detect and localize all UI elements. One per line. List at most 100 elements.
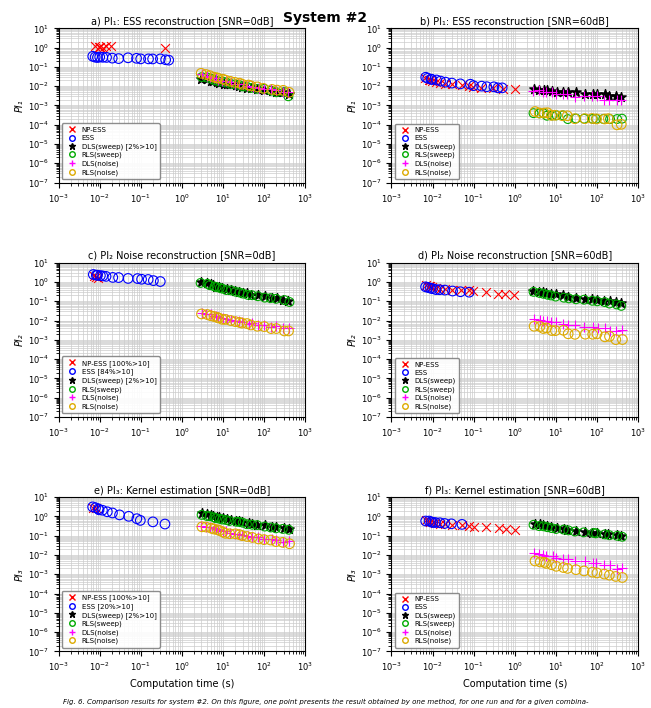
Point <box>538 108 549 119</box>
Point <box>469 521 479 532</box>
Point <box>234 516 245 527</box>
Point <box>498 84 508 95</box>
Point <box>563 291 574 302</box>
Point <box>538 519 548 530</box>
Point <box>136 273 146 285</box>
Point <box>217 314 227 325</box>
Point <box>115 509 125 520</box>
Point <box>558 290 568 301</box>
Point <box>89 270 99 282</box>
Point <box>456 285 466 296</box>
Point <box>529 321 539 332</box>
Point <box>551 88 561 100</box>
Point <box>546 288 557 299</box>
Point <box>612 530 622 542</box>
Point <box>509 290 519 301</box>
Point <box>587 321 598 332</box>
Point <box>225 78 236 89</box>
Point <box>217 75 227 86</box>
Point <box>529 518 540 530</box>
Point <box>588 113 598 125</box>
Point <box>563 328 574 339</box>
Point <box>201 308 212 319</box>
Point <box>278 295 288 306</box>
Point <box>427 74 437 85</box>
Point <box>210 311 221 322</box>
Point <box>91 502 102 513</box>
Point <box>247 532 258 543</box>
Point <box>579 113 590 125</box>
Point <box>551 289 562 300</box>
Point <box>617 325 628 336</box>
Point <box>616 300 626 312</box>
Point <box>113 53 124 64</box>
Point <box>147 53 158 64</box>
Point <box>259 534 270 545</box>
Point <box>234 287 245 298</box>
Point <box>230 315 240 326</box>
Point <box>197 521 207 532</box>
Point <box>439 518 450 530</box>
Point <box>218 76 229 88</box>
Point <box>197 308 207 319</box>
Point <box>260 521 270 532</box>
Point <box>217 282 227 294</box>
Point <box>204 72 215 83</box>
Point <box>422 73 433 84</box>
Point <box>570 525 581 537</box>
Point <box>510 525 520 536</box>
Point <box>197 72 207 83</box>
Point <box>587 90 598 101</box>
Point <box>87 51 98 62</box>
Title: b) PI₁: ESS reconstruction [SNR=60dB]: b) PI₁: ESS reconstruction [SNR=60dB] <box>421 16 609 26</box>
Point <box>421 281 431 292</box>
Point <box>284 297 295 308</box>
Point <box>426 74 436 85</box>
Point <box>234 78 245 89</box>
Point <box>206 278 216 290</box>
Point <box>616 119 626 130</box>
Point <box>439 285 450 296</box>
Point <box>237 81 247 93</box>
Point <box>547 86 558 98</box>
Point <box>580 329 590 340</box>
Point <box>278 86 288 98</box>
Point <box>159 42 170 54</box>
Point <box>266 85 276 96</box>
Point <box>611 297 622 308</box>
Point <box>604 569 615 581</box>
Point <box>283 295 293 307</box>
Point <box>284 88 294 100</box>
Point <box>201 521 212 532</box>
Point <box>428 517 438 528</box>
Point <box>541 322 551 333</box>
Point <box>551 552 561 564</box>
Point <box>546 521 557 532</box>
Point <box>214 512 225 523</box>
Point <box>431 284 441 295</box>
Point <box>135 515 146 526</box>
Point <box>252 519 262 530</box>
Point <box>230 528 240 539</box>
Point <box>132 273 143 284</box>
Point <box>212 72 222 84</box>
Point <box>231 515 242 527</box>
Point <box>468 81 478 93</box>
Point <box>284 322 295 333</box>
Point <box>225 315 236 326</box>
Point <box>421 515 431 526</box>
Point <box>579 565 589 576</box>
Point <box>591 557 602 569</box>
Point <box>604 331 615 342</box>
Point <box>589 557 599 569</box>
Point <box>224 515 234 527</box>
Point <box>279 86 290 98</box>
Point <box>616 297 626 309</box>
Point <box>538 315 548 326</box>
Point <box>542 85 553 96</box>
Point <box>202 278 213 290</box>
Point <box>425 281 436 292</box>
Point <box>464 520 475 532</box>
Point <box>230 78 240 89</box>
Point <box>546 110 557 121</box>
